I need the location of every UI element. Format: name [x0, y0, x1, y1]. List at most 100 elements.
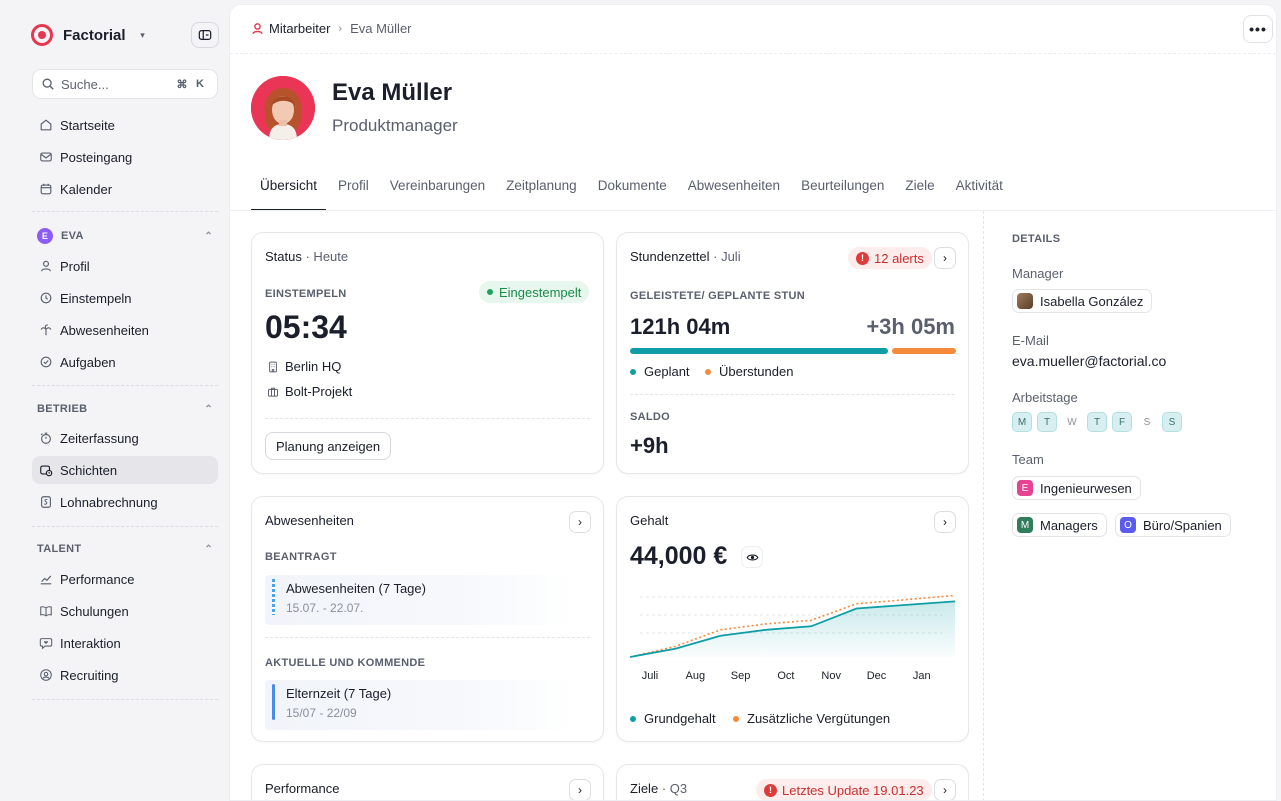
- nav-label: Profil: [60, 258, 90, 274]
- payroll-icon: [38, 495, 53, 510]
- sidebar: Factorial ▾ ⌘ K Startseite Posteingang K…: [0, 0, 229, 801]
- chevron-right-icon: ›: [578, 783, 582, 797]
- section-betrieb[interactable]: BETRIEB ⌃: [37, 401, 213, 417]
- search-input[interactable]: [61, 76, 171, 92]
- shift-calendar-icon: [38, 463, 53, 478]
- tab-aktivitaet[interactable]: Aktivität: [955, 178, 1003, 193]
- x-tick-label: Nov: [821, 670, 841, 682]
- legend-extra-comp: Zusätzliche Vergütungen: [733, 711, 890, 726]
- open-salary-button[interactable]: ›: [934, 511, 956, 533]
- manager-name: Isabella González: [1040, 293, 1144, 309]
- card-title-text: Performance: [265, 781, 340, 796]
- open-absences-button[interactable]: ›: [569, 511, 591, 533]
- team-chip[interactable]: E Ingenieurwesen: [1012, 476, 1141, 500]
- search-box[interactable]: ⌘ K: [32, 69, 218, 99]
- nav-item-schulungen[interactable]: Schulungen: [32, 597, 218, 625]
- alerts-badge[interactable]: ! 12 alerts: [848, 247, 932, 269]
- nav-item-kalender[interactable]: Kalender: [32, 175, 218, 203]
- team-name: Ingenieurwesen: [1040, 480, 1132, 496]
- tab-zeitplanung[interactable]: Zeitplanung: [506, 178, 577, 193]
- status-card: Status · Heute EINSTEMPELN Eingestempelt…: [251, 232, 604, 474]
- section-talent-label: TALENT: [37, 543, 82, 555]
- nav-item-zeiterfassung[interactable]: Zeiterfassung: [32, 424, 218, 452]
- chevron-right-icon: ›: [943, 251, 947, 265]
- tab-vereinbarungen[interactable]: Vereinbarungen: [389, 178, 486, 193]
- workday-2: W: [1062, 412, 1082, 432]
- x-tick-label: Dec: [867, 670, 887, 682]
- legend-dot-icon: [733, 715, 739, 722]
- email-value[interactable]: eva.mueller@factorial.co: [1012, 353, 1167, 369]
- workday-6: S: [1162, 412, 1182, 432]
- nav-item-schichten[interactable]: Schichten: [32, 456, 218, 484]
- team-chip[interactable]: M Managers: [1012, 513, 1107, 537]
- absence-title: Elternzeit (7 Tage): [286, 686, 392, 701]
- toggle-visibility-button[interactable]: [741, 546, 763, 568]
- current-caption: AKTUELLE UND KOMMENDE: [265, 657, 426, 669]
- tab-abwesenheiten[interactable]: Abwesenheiten: [687, 178, 781, 193]
- user-icon: [38, 259, 53, 274]
- nav-label: Startseite: [60, 117, 115, 133]
- nav-item-aufgaben[interactable]: Aufgaben: [32, 348, 218, 376]
- worked-hours: 121h 04m: [630, 314, 731, 339]
- workday-3: T: [1087, 412, 1107, 432]
- tab-uebersicht[interactable]: Übersicht: [251, 173, 327, 211]
- current-absence-item[interactable]: Elternzeit (7 Tage) 15/07 - 22/09: [265, 680, 573, 730]
- team-name: Büro/Spanien: [1143, 517, 1222, 533]
- divider: [32, 211, 218, 212]
- nav-item-lohnabrechnung[interactable]: Lohnabrechnung: [32, 488, 218, 516]
- nav-item-posteingang[interactable]: Posteingang: [32, 143, 218, 171]
- nav-item-recruiting[interactable]: Recruiting: [32, 661, 218, 689]
- collapse-sidebar-button[interactable]: [191, 22, 219, 48]
- section-eva[interactable]: E EVA ⌃: [37, 228, 213, 244]
- nav-item-abwesenheiten[interactable]: Abwesenheiten: [32, 316, 218, 344]
- sidebar-toggle-icon: [198, 30, 212, 40]
- chevron-down-icon: ▾: [140, 29, 145, 40]
- chevron-right-icon: ›: [943, 515, 947, 529]
- nav-label: Einstempeln: [60, 290, 132, 306]
- chevron-right-icon: ›: [943, 783, 947, 797]
- show-schedule-button[interactable]: Planung anzeigen: [265, 432, 392, 460]
- manager-chip[interactable]: Isabella González: [1012, 289, 1153, 313]
- nav-item-einstempeln[interactable]: Einstempeln: [32, 284, 218, 312]
- nav-label: Schulungen: [60, 603, 129, 619]
- divider: [265, 418, 590, 419]
- search-icon: [42, 78, 54, 90]
- divider: [32, 385, 218, 386]
- planned-hours-fill: [630, 348, 888, 354]
- open-timesheet-button[interactable]: ›: [934, 247, 956, 269]
- legend-planned: Geplant: [630, 364, 690, 379]
- alert-icon: !: [856, 251, 869, 265]
- nav-label: Lohnabrechnung: [60, 494, 158, 510]
- team-chip[interactable]: O Büro/Spanien: [1115, 513, 1231, 537]
- nav-item-startseite[interactable]: Startseite: [32, 111, 218, 139]
- tab-profil[interactable]: Profil: [338, 178, 369, 193]
- workday-0: M: [1012, 412, 1032, 432]
- requested-absence-item[interactable]: Abwesenheiten (7 Tage) 15.07. - 22.07.: [265, 575, 573, 625]
- tab-ziele[interactable]: Ziele: [905, 178, 935, 193]
- tab-dokumente[interactable]: Dokumente: [597, 178, 667, 193]
- status-card-title: Status · Heute: [265, 249, 348, 264]
- more-options-button[interactable]: •••: [1243, 15, 1273, 43]
- alert-icon: !: [764, 783, 777, 797]
- nav-item-profil[interactable]: Profil: [32, 252, 218, 280]
- base-salary-area: [630, 601, 955, 657]
- tab-beurteilungen[interactable]: Beurteilungen: [801, 178, 885, 193]
- open-goals-button[interactable]: ›: [934, 779, 956, 800]
- chevron-right-icon: ›: [338, 22, 343, 35]
- card-title-text: Gehalt: [630, 513, 669, 528]
- main-panel: Mitarbeiter › Eva Müller ••• Eva Müller …: [229, 4, 1277, 801]
- workdays-label: Arbeitstage: [1012, 390, 1078, 405]
- open-performance-button[interactable]: ›: [569, 779, 591, 800]
- absence-title: Abwesenheiten (7 Tage): [286, 581, 426, 596]
- nav-label: Zeiterfassung: [60, 430, 139, 446]
- section-talent[interactable]: TALENT ⌃: [37, 541, 213, 557]
- nav-item-performance[interactable]: Performance: [32, 565, 218, 593]
- last-update-badge: ! Letztes Update 19.01.23: [756, 779, 932, 800]
- company-switcher[interactable]: Factorial ▾: [31, 23, 150, 47]
- breadcrumb-parent-link[interactable]: Mitarbeiter: [269, 21, 331, 36]
- hours-caption: GELEISTETE/ GEPLANTE STUN: [630, 290, 805, 302]
- x-tick-label: Jan: [913, 670, 931, 682]
- nav-item-interaktion[interactable]: Interaktion: [32, 629, 218, 657]
- x-tick-label: Oct: [777, 670, 794, 682]
- email-label: E-Mail: [1012, 333, 1049, 348]
